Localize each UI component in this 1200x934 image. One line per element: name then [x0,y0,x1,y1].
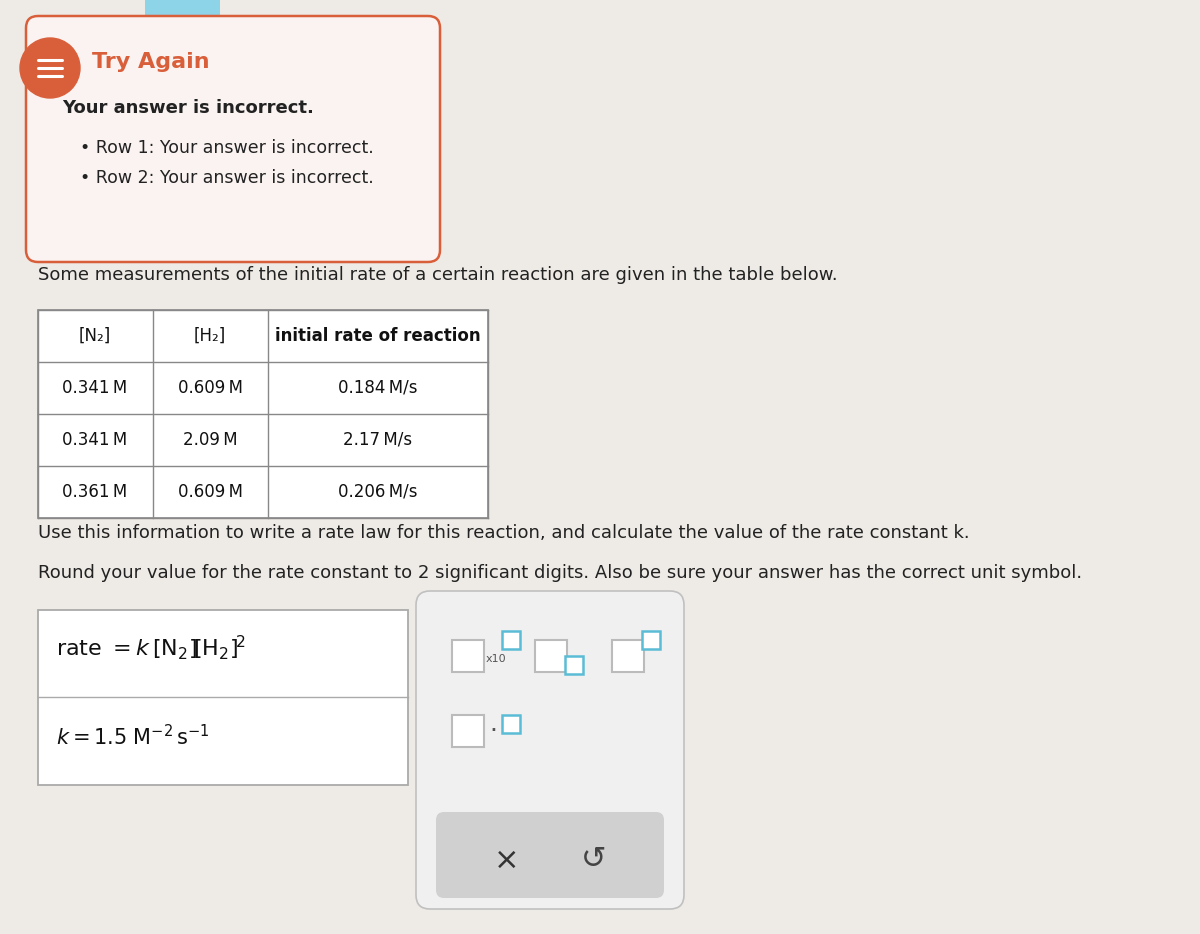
Bar [452,715,484,747]
Text: Try Again: Try Again [92,52,210,72]
FancyBboxPatch shape [436,812,664,898]
Text: 0.206 M/s: 0.206 M/s [338,483,418,501]
Text: [H₂]: [H₂] [194,327,226,345]
Bar [642,631,660,649]
Text: • Row 2: Your answer is incorrect.: • Row 2: Your answer is incorrect. [80,169,373,187]
Text: 2.17 M/s: 2.17 M/s [343,431,413,449]
Text: Round your value for the rate constant to 2 significant digits. Also be sure you: Round your value for the rate constant t… [38,564,1082,582]
Text: 0.361 M: 0.361 M [62,483,127,501]
Bar [565,656,583,674]
Text: ×: × [494,845,520,874]
Bar [145,0,220,22]
Bar [38,610,408,785]
Text: • Row 1: Your answer is incorrect.: • Row 1: Your answer is incorrect. [80,139,373,157]
Bar [38,310,488,518]
Bar [502,631,520,649]
Text: 2.09 M: 2.09 M [182,431,238,449]
Text: Some measurements of the initial rate of a certain reaction are given in the tab: Some measurements of the initial rate of… [38,266,838,284]
Bar [452,640,484,672]
Text: 0.341 M: 0.341 M [62,379,127,397]
Bar [502,715,520,733]
Text: Use this information to write a rate law for this reaction, and calculate the va: Use this information to write a rate law… [38,524,970,542]
Bar [444,820,656,890]
Text: Your answer is incorrect.: Your answer is incorrect. [62,99,314,117]
Text: ↺: ↺ [581,845,606,874]
Text: ·: · [490,719,497,743]
Circle shape [20,38,80,98]
Text: [N₂]: [N₂] [79,327,112,345]
Text: 0.184 M/s: 0.184 M/s [338,379,418,397]
FancyBboxPatch shape [416,591,684,909]
Text: 0.609 M: 0.609 M [178,379,242,397]
Text: x10: x10 [486,654,506,664]
Text: 0.609 M: 0.609 M [178,483,242,501]
Bar [612,640,644,672]
Text: rate $= k\,\left[\mathrm{N_2}\right]\!\left[\mathrm{H_2}\right]^{\!2}$: rate $= k\,\left[\mathrm{N_2}\right]\!\l… [56,633,246,662]
FancyBboxPatch shape [26,16,440,262]
Text: 0.341 M: 0.341 M [62,431,127,449]
Text: initial rate of reaction: initial rate of reaction [275,327,481,345]
Text: $k = 1.5\;\mathrm{M}^{-2}\,\mathrm{s}^{-1}$: $k = 1.5\;\mathrm{M}^{-2}\,\mathrm{s}^{-… [56,725,210,750]
Bar [535,640,568,672]
